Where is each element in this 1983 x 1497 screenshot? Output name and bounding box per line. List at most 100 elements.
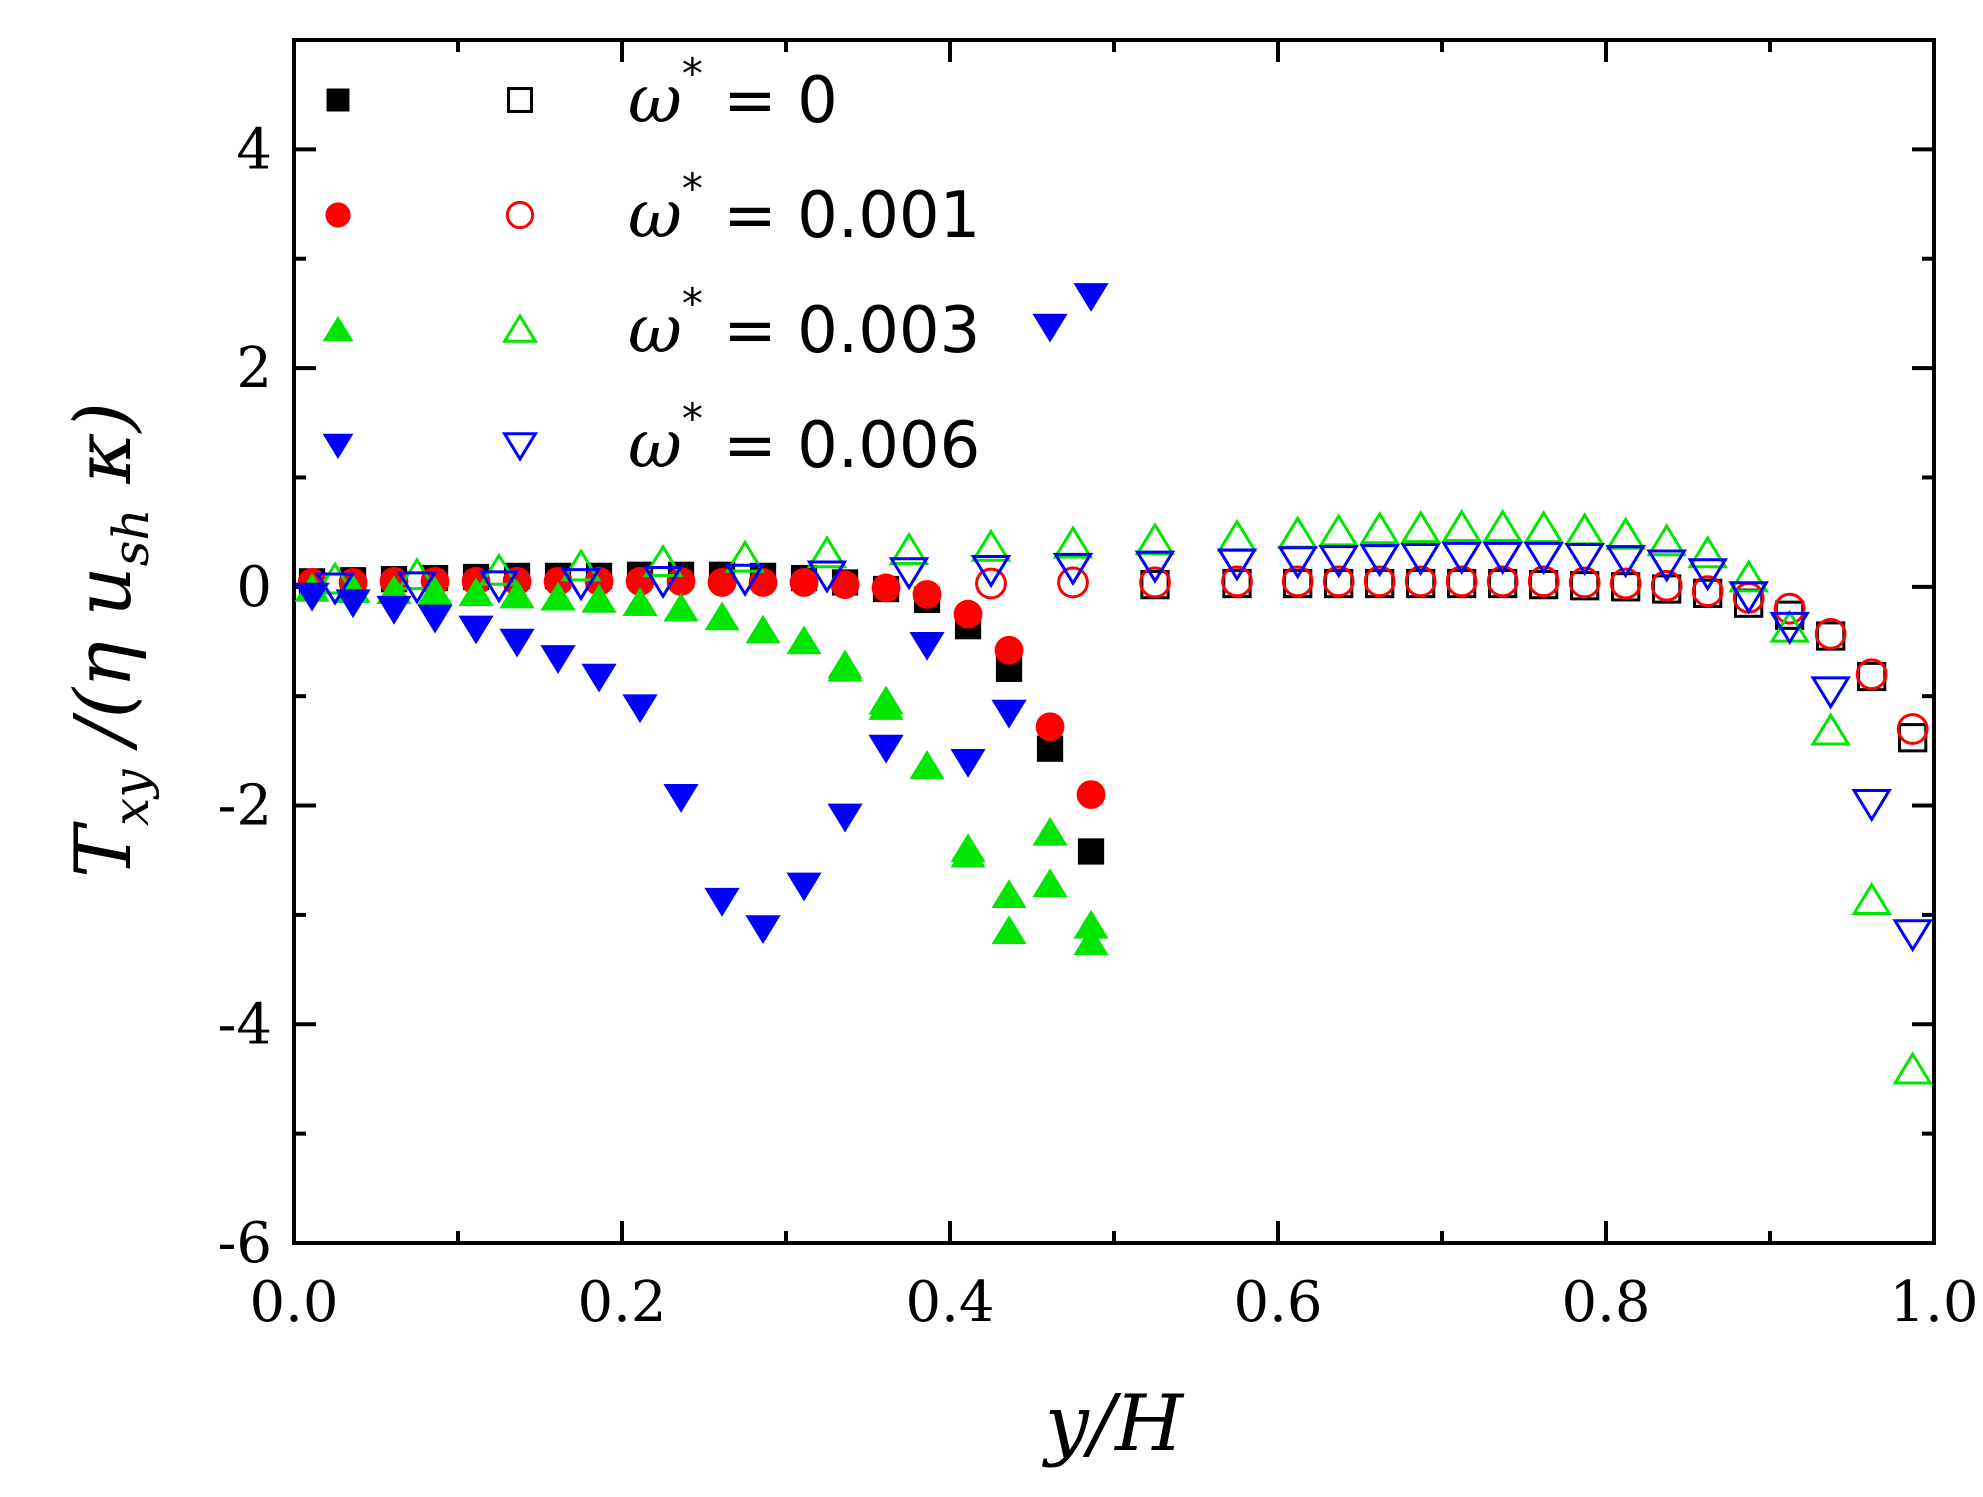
- data-point: [478, 552, 520, 586]
- data-point: [642, 543, 684, 578]
- data-point: [1896, 713, 1929, 745]
- data-point: [396, 571, 438, 605]
- series-5: [827, 652, 1109, 956]
- legend-label: ω* = 0.003: [628, 279, 980, 368]
- data-point: [745, 614, 781, 644]
- data-point: [663, 783, 699, 813]
- data-point: [1322, 565, 1355, 598]
- legend-marker-filled: [322, 433, 354, 459]
- data-point: [827, 803, 863, 833]
- data-point: [953, 599, 983, 629]
- legend-label: ω* = 0: [628, 49, 838, 138]
- data-point: [1441, 541, 1482, 576]
- data-point: [1035, 712, 1065, 742]
- data-point: [1032, 313, 1068, 343]
- data-point: [1277, 546, 1318, 580]
- legend-entry-0: ω* = 0: [326, 49, 838, 138]
- data-point: [1564, 542, 1605, 577]
- data-point: [1032, 868, 1068, 898]
- legend-marker-filled: [325, 202, 351, 228]
- data-point: [830, 570, 860, 600]
- data-point: [1527, 565, 1560, 598]
- data-point: [991, 915, 1027, 945]
- svg-text:Txy /(η ush κ): Txy /(η ush κ): [59, 402, 160, 878]
- data-point: [560, 548, 602, 582]
- data-point: [909, 631, 945, 661]
- data-point: [707, 568, 737, 597]
- legend-superscript: *: [682, 394, 703, 443]
- series-6: [314, 508, 1933, 1085]
- x-tick-label: 1.0: [1889, 1270, 1978, 1335]
- series-1: [1140, 568, 1928, 753]
- data-point: [994, 635, 1024, 665]
- legend-entry-3: ω* = 0.006: [322, 394, 981, 483]
- data-point: [970, 555, 1012, 589]
- data-point: [581, 663, 617, 693]
- y-label-sub1: xy: [102, 769, 160, 826]
- data-point: [622, 587, 658, 617]
- data-point: [1814, 617, 1847, 650]
- data-point: [704, 601, 740, 631]
- data-point: [1728, 581, 1769, 615]
- data-point: [1482, 541, 1523, 576]
- data-point: [663, 592, 699, 622]
- data-point: [1646, 549, 1687, 583]
- data-point: [868, 734, 904, 764]
- legend-value: = 0.006: [703, 409, 981, 483]
- data-point: [1769, 611, 1810, 646]
- data-point: [1646, 523, 1687, 557]
- y-label-sub2: sh: [102, 508, 160, 566]
- data-point: [1281, 565, 1314, 598]
- data-point: [1077, 838, 1105, 865]
- data-point: [724, 539, 766, 573]
- data-point: [1134, 550, 1176, 584]
- data-point: [1773, 592, 1806, 625]
- data-point: [499, 579, 535, 609]
- plot-area-border: [292, 38, 1936, 1245]
- data-point: [478, 570, 520, 604]
- data-point: [1359, 544, 1400, 578]
- data-point: [1400, 542, 1441, 577]
- series-3: [975, 565, 1929, 745]
- legend-marker-filled: [322, 316, 354, 342]
- data-point: [1216, 518, 1258, 552]
- data-point: [540, 581, 576, 611]
- y-label-end: κ): [59, 402, 149, 508]
- data-point: [1687, 535, 1728, 569]
- legend-value: = 0: [703, 64, 838, 138]
- data-point: [950, 749, 986, 778]
- data-point: [975, 567, 1007, 600]
- data-point: [1052, 552, 1094, 587]
- data-point: [499, 628, 535, 658]
- y-tick-label: 4: [236, 117, 272, 182]
- data-point: [789, 568, 819, 597]
- data-point: [1359, 511, 1400, 545]
- data-point: [376, 595, 412, 625]
- data-point: [1650, 569, 1683, 602]
- data-point: [458, 615, 494, 645]
- y-tick-label: 0: [236, 555, 272, 620]
- legend-marker-filled: [326, 88, 350, 112]
- data-point: [540, 645, 576, 674]
- y-tick-label: 2: [236, 336, 272, 401]
- data-point: [560, 568, 602, 602]
- data-point: [335, 589, 371, 619]
- legend-label: ω* = 0.001: [628, 164, 980, 253]
- data-point: [724, 563, 766, 597]
- data-point: [806, 535, 848, 569]
- data-point: [417, 604, 453, 634]
- data-point: [581, 583, 617, 613]
- data-point: [991, 879, 1027, 909]
- data-point: [950, 833, 986, 863]
- data-point: [1810, 712, 1851, 746]
- data-point: [1898, 723, 1928, 753]
- y-label-mid: /(η u: [59, 566, 149, 769]
- data-point: [1523, 541, 1564, 576]
- data-point: [1691, 575, 1724, 608]
- x-axis-label: y/H: [1042, 1379, 1185, 1469]
- y-tick-label: -2: [217, 774, 272, 839]
- legend-omega: ω: [628, 406, 682, 483]
- legend-omega: ω: [628, 176, 682, 253]
